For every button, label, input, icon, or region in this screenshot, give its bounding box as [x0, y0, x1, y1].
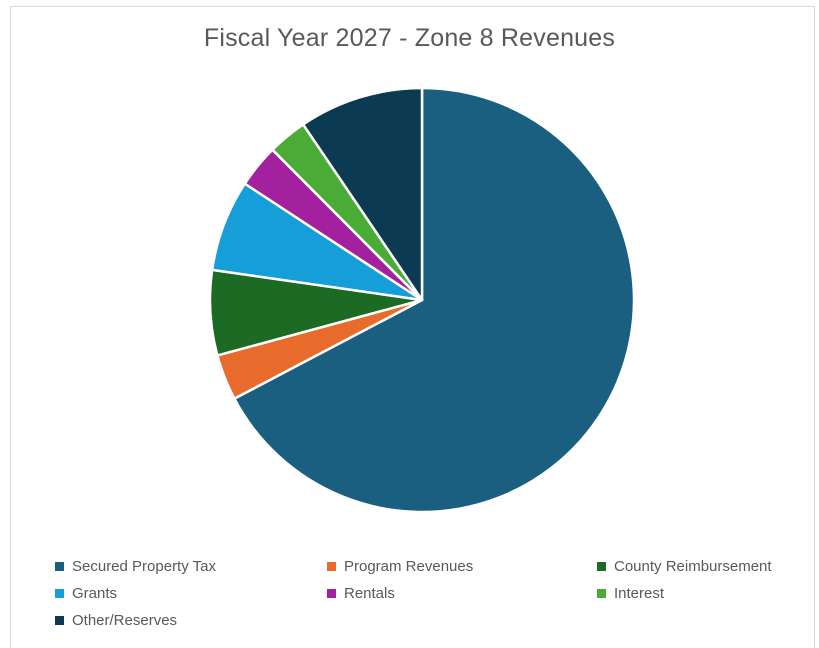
legend-item-rentals: Rentals — [327, 585, 395, 602]
legend-label: Rentals — [344, 585, 395, 602]
legend-swatch — [55, 562, 64, 571]
pie-slice-other-reserves — [301, 86, 424, 302]
legend-label: Interest — [614, 585, 665, 602]
legend-label: Grants — [72, 585, 118, 602]
legend-item-interest: Interest — [597, 585, 664, 602]
legend-item-grants: Grants — [55, 585, 117, 602]
legend-swatch — [327, 562, 336, 571]
legend-label: Secured Property Tax — [72, 558, 216, 575]
legend-swatch — [597, 562, 606, 571]
legend-swatch — [55, 589, 64, 598]
legend-label: Other/Reserves — [72, 612, 178, 629]
legend-item-county-reimbursement: County Reimbursement — [597, 558, 772, 575]
legend-item-secured-property-tax: Secured Property Tax — [55, 558, 216, 575]
legend-swatch — [327, 589, 336, 598]
chart-title: Fiscal Year 2027 - Zone 8 Revenues — [203, 24, 616, 52]
legend-label: County Reimbursement — [614, 558, 772, 575]
legend-item-program-revenues: Program Revenues — [327, 558, 473, 575]
legend-label: Program Revenues — [344, 558, 474, 575]
legend-swatch — [55, 616, 64, 625]
legend-item-other-reserves: Other/Reserves — [55, 612, 177, 629]
legend-swatch — [597, 589, 606, 598]
pie-slice-secured-property-tax — [233, 86, 636, 514]
